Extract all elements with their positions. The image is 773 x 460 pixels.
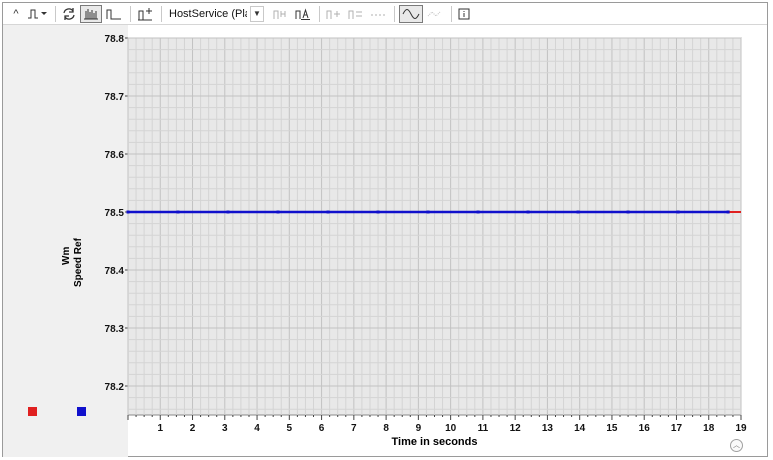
x-tick-label: 13 — [542, 423, 554, 434]
toolbar-separator — [55, 5, 56, 22]
refresh-icon — [63, 7, 75, 20]
step-signal-dropdown[interactable] — [25, 5, 49, 23]
cursor-signal-button[interactable] — [135, 5, 155, 23]
x-tick-label: 6 — [319, 423, 325, 434]
wave-button[interactable] — [399, 4, 423, 23]
line-chart: 78.878.778.678.578.478.378.2 1 2 3 4 5 6 7 8 9 10… — [105, 34, 747, 448]
series-marker-1 — [576, 210, 580, 214]
x-tick-label: 10 — [445, 423, 457, 434]
marker-auto-button[interactable] — [293, 5, 313, 23]
toolbar-separator — [319, 5, 320, 22]
series-marker-1 — [676, 210, 680, 214]
x-tick-label: 1 — [157, 423, 163, 434]
toolbar-separator — [130, 5, 131, 22]
expand-button[interactable]: ︿ — [730, 439, 743, 452]
collapse-button[interactable]: ^ — [13, 7, 19, 20]
x-tick-label: 9 — [416, 423, 422, 434]
toolbar-separator — [161, 5, 162, 22]
legend-panel: Wm Speed Ref — [3, 25, 128, 457]
x-tick-label: 8 — [383, 423, 389, 434]
point-wave-button[interactable] — [425, 5, 445, 23]
x-tick-label: 11 — [478, 423, 489, 434]
toolbar-separator — [394, 5, 395, 22]
y-tick-label: 78.8 — [105, 34, 125, 45]
series-marker-1 — [526, 210, 530, 214]
x-tick-label: 5 — [287, 423, 293, 434]
info-button[interactable] — [456, 5, 472, 23]
chevron-down-icon[interactable]: ▼ — [250, 5, 264, 22]
wave-icon — [402, 8, 420, 19]
legend-swatch-speed-ref[interactable] — [77, 407, 86, 416]
grid — [127, 37, 742, 415]
series-marker-1 — [226, 210, 230, 214]
y-tick-label: 78.7 — [105, 92, 125, 103]
zoom-step-button[interactable] — [324, 5, 344, 23]
x-axis: 1 2 3 4 5 6 7 8 9 10 11 12 13 14 15 16 17 18 19 — [127, 415, 747, 434]
y-tick-label: 78.2 — [105, 382, 125, 393]
marker-auto-icon — [295, 7, 310, 20]
marker-high-icon — [273, 10, 286, 19]
x-tick-label: 2 — [190, 423, 196, 434]
x-tick-label: 15 — [606, 423, 618, 434]
y-tick-label: 78.3 — [105, 324, 125, 335]
toolbar: ^ — [3, 3, 767, 25]
cursor-step-icon — [348, 10, 362, 19]
service-select[interactable]: HostService (Platfor ▼ — [166, 5, 267, 23]
series-lines — [126, 210, 741, 214]
series-marker-1 — [626, 210, 630, 214]
step-graph-icon — [106, 9, 121, 19]
x-tick-label: 14 — [574, 423, 586, 434]
x-tick-label: 3 — [222, 423, 228, 434]
series-marker-1 — [376, 210, 380, 214]
x-tick-label: 16 — [639, 423, 651, 434]
x-tick-label: 4 — [254, 423, 260, 434]
step-signal-icon — [28, 9, 47, 18]
y-tick-labels: 78.8 78.7 78.6 78.5 78.4 78.3 78.2 — [105, 34, 128, 393]
x-tick-label: 12 — [510, 423, 522, 434]
info-icon — [458, 8, 470, 19]
y-tick-label: 78.5 — [105, 208, 125, 219]
x-tick-label: 19 — [735, 423, 747, 434]
series-marker-1 — [476, 210, 480, 214]
refresh-button[interactable] — [60, 5, 78, 23]
x-axis-title: Time in seconds — [392, 436, 478, 448]
series-marker-1 — [276, 210, 280, 214]
series-marker-1 — [326, 210, 330, 214]
x-tick-label: 17 — [671, 423, 683, 434]
y-tick-label: 78.4 — [105, 266, 125, 277]
bar-graph-icon — [84, 8, 98, 19]
legend-swatch-wm[interactable] — [28, 407, 37, 416]
step-graph-button[interactable] — [104, 5, 124, 23]
service-select-value: HostService (Platfor — [169, 7, 247, 20]
bar-graph-button[interactable] — [80, 4, 102, 23]
marker-high-button[interactable] — [271, 5, 291, 23]
toolbar-separator — [451, 5, 452, 22]
series-marker-1 — [726, 210, 730, 214]
cursor-signal-icon — [138, 7, 152, 20]
y-tick-label: 78.6 — [105, 150, 125, 161]
cursor-step-button[interactable] — [346, 5, 366, 23]
series-marker-1 — [426, 210, 430, 214]
zoom-step-icon — [326, 10, 340, 19]
x-tick-label: 7 — [351, 423, 357, 434]
series-marker-1 — [126, 210, 130, 214]
series-marker-1 — [176, 210, 180, 214]
x-tick-label: 18 — [703, 423, 715, 434]
point-wave-icon — [427, 10, 441, 17]
